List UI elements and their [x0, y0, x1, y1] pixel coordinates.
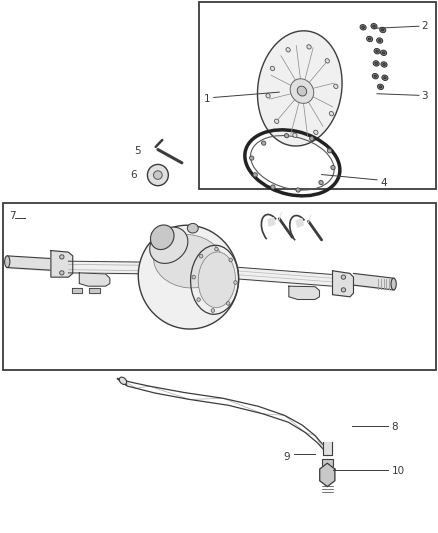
Ellipse shape — [187, 223, 198, 233]
Ellipse shape — [271, 185, 275, 189]
Ellipse shape — [293, 133, 297, 138]
Ellipse shape — [377, 38, 383, 43]
FancyBboxPatch shape — [322, 459, 332, 466]
Text: 1: 1 — [204, 94, 210, 104]
Ellipse shape — [373, 61, 379, 66]
Ellipse shape — [372, 74, 378, 79]
Ellipse shape — [297, 86, 307, 96]
Text: 4: 4 — [381, 177, 387, 188]
Ellipse shape — [5, 256, 10, 268]
Ellipse shape — [211, 309, 215, 312]
Ellipse shape — [258, 31, 342, 146]
Ellipse shape — [374, 49, 380, 54]
Ellipse shape — [381, 50, 387, 55]
Ellipse shape — [371, 23, 377, 29]
Ellipse shape — [119, 377, 127, 384]
Text: 2: 2 — [421, 21, 428, 31]
Ellipse shape — [379, 86, 382, 88]
Ellipse shape — [391, 278, 396, 290]
Ellipse shape — [284, 134, 289, 138]
FancyBboxPatch shape — [199, 2, 436, 189]
Ellipse shape — [360, 25, 366, 30]
Ellipse shape — [250, 156, 254, 160]
Ellipse shape — [153, 171, 162, 179]
Ellipse shape — [60, 271, 64, 275]
Ellipse shape — [314, 130, 318, 134]
Ellipse shape — [270, 66, 275, 71]
Ellipse shape — [384, 77, 386, 79]
Ellipse shape — [378, 39, 381, 42]
Ellipse shape — [374, 75, 377, 77]
Polygon shape — [89, 288, 100, 293]
Polygon shape — [289, 286, 319, 300]
Ellipse shape — [296, 188, 300, 192]
Ellipse shape — [197, 298, 200, 302]
Polygon shape — [268, 217, 275, 226]
Ellipse shape — [367, 36, 373, 42]
Ellipse shape — [229, 258, 233, 262]
Ellipse shape — [307, 45, 311, 49]
Ellipse shape — [375, 62, 378, 64]
Ellipse shape — [325, 59, 329, 63]
Ellipse shape — [368, 38, 371, 40]
Ellipse shape — [329, 111, 334, 116]
Text: 6: 6 — [131, 170, 137, 180]
Ellipse shape — [362, 26, 364, 28]
Ellipse shape — [341, 288, 346, 292]
Text: 10: 10 — [392, 466, 405, 476]
Ellipse shape — [334, 84, 338, 88]
Ellipse shape — [154, 235, 223, 288]
Ellipse shape — [382, 52, 385, 54]
Ellipse shape — [253, 173, 258, 177]
Ellipse shape — [286, 47, 290, 52]
Text: 7: 7 — [10, 211, 16, 221]
Text: 9: 9 — [284, 452, 290, 462]
Ellipse shape — [327, 149, 332, 153]
Ellipse shape — [215, 247, 218, 251]
Ellipse shape — [376, 50, 378, 52]
Polygon shape — [72, 288, 82, 293]
Polygon shape — [79, 273, 110, 286]
Text: 5: 5 — [134, 146, 141, 156]
Ellipse shape — [199, 254, 203, 258]
Text: 8: 8 — [392, 422, 398, 432]
Ellipse shape — [319, 181, 323, 185]
Ellipse shape — [261, 141, 266, 146]
Ellipse shape — [226, 302, 230, 305]
Ellipse shape — [266, 94, 270, 98]
Ellipse shape — [151, 225, 174, 249]
Ellipse shape — [150, 227, 188, 263]
Ellipse shape — [383, 63, 385, 66]
Ellipse shape — [382, 75, 388, 80]
Polygon shape — [296, 219, 303, 227]
Ellipse shape — [290, 79, 314, 103]
Ellipse shape — [234, 280, 237, 284]
Polygon shape — [51, 251, 73, 277]
Ellipse shape — [341, 275, 346, 279]
Ellipse shape — [380, 27, 386, 33]
Ellipse shape — [381, 62, 387, 67]
Ellipse shape — [381, 29, 384, 31]
Polygon shape — [320, 463, 335, 487]
Ellipse shape — [378, 84, 384, 90]
Polygon shape — [332, 271, 353, 297]
Text: 3: 3 — [421, 91, 428, 101]
Ellipse shape — [331, 165, 335, 169]
Ellipse shape — [138, 225, 239, 329]
Ellipse shape — [275, 119, 279, 124]
Ellipse shape — [310, 136, 314, 141]
FancyBboxPatch shape — [3, 203, 436, 370]
Ellipse shape — [148, 165, 168, 185]
Ellipse shape — [373, 25, 375, 27]
Ellipse shape — [192, 275, 195, 279]
Ellipse shape — [60, 255, 64, 259]
Ellipse shape — [198, 252, 235, 308]
